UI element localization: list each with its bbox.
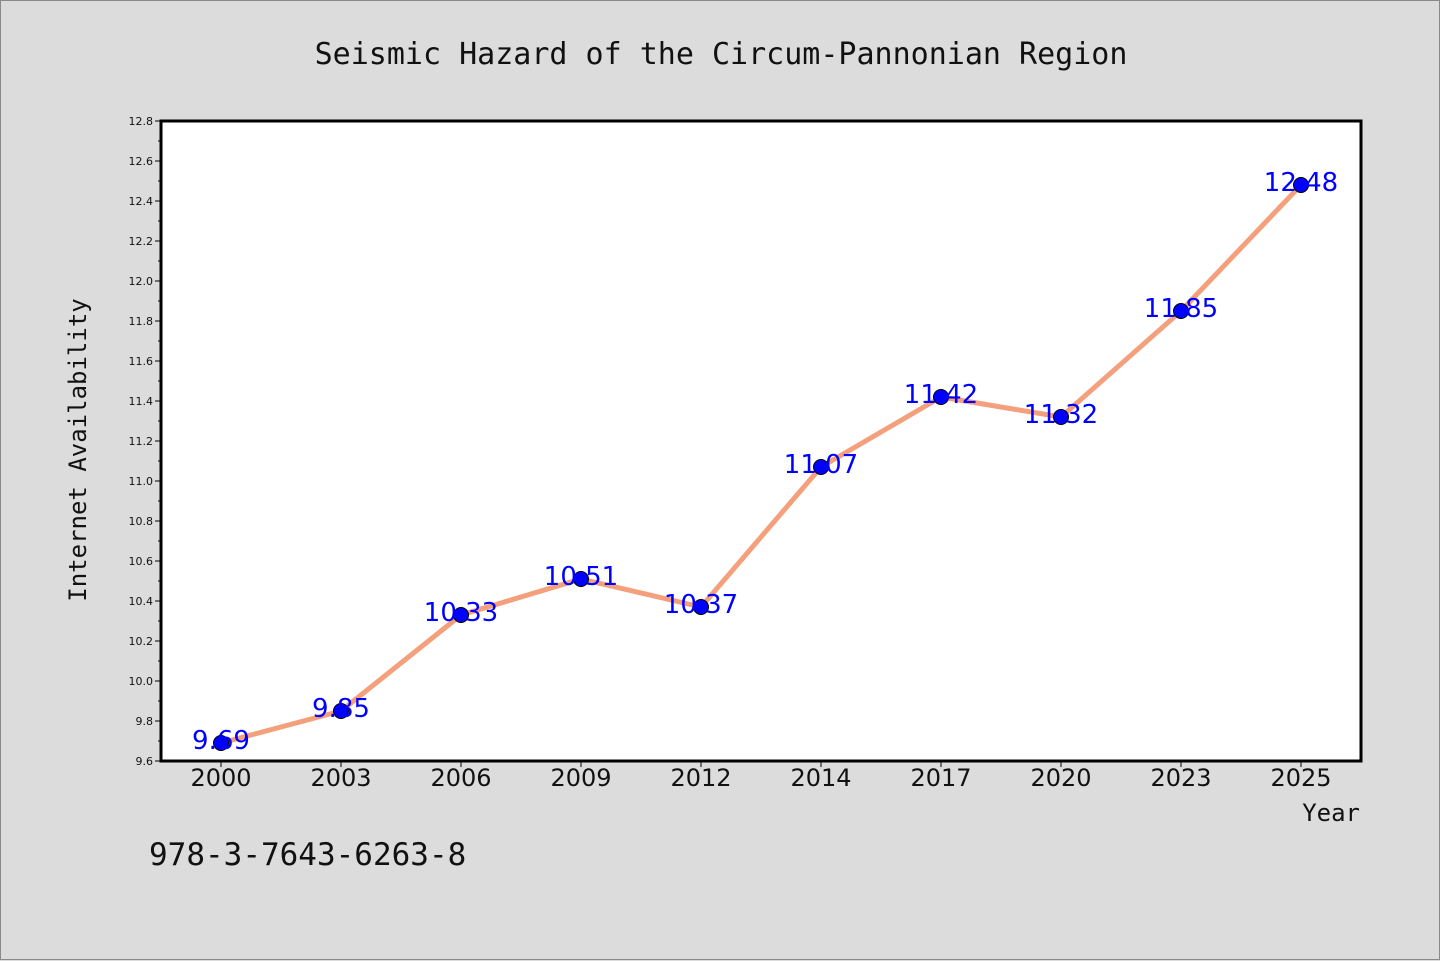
data-point xyxy=(1173,303,1189,319)
footnote: 978-3-7643-6263-8 xyxy=(149,837,466,873)
y-tick-label: 12.0 xyxy=(129,275,154,288)
y-tick-label: 11.0 xyxy=(129,475,154,488)
data-point xyxy=(1293,177,1309,193)
x-tick-label: 2009 xyxy=(550,764,611,792)
plot-border xyxy=(159,119,1363,763)
chart-title: Seismic Hazard of the Circum-Pannonian R… xyxy=(315,37,1128,72)
x-axis: 2000 2003 2006 2009 2012 2014 2017 2020 2023 2025 xyxy=(190,761,1332,792)
y-tick-label: 10.8 xyxy=(129,515,154,528)
series-line xyxy=(213,177,1309,751)
y-tick-label: 12.4 xyxy=(129,195,154,208)
data-label: 11.42 xyxy=(904,380,978,410)
x-tick-label: 2014 xyxy=(790,764,851,792)
data-labels: 9.69 9.85 10.33 10.51 10.37 11.07 11.42 11.32 11… xyxy=(192,168,1338,756)
x-tick-label: 2020 xyxy=(1030,764,1091,792)
y-tick-label: 11.2 xyxy=(129,435,154,448)
data-label: 9.69 xyxy=(192,726,250,756)
x-tick-label: 2025 xyxy=(1270,764,1331,792)
data-point xyxy=(453,607,469,623)
x-tick-label: 2017 xyxy=(910,764,971,792)
x-axis-label: Year xyxy=(1302,799,1360,827)
y-tick-label: 12.2 xyxy=(129,235,154,248)
x-tick-label: 2012 xyxy=(670,764,731,792)
series-path xyxy=(218,182,1304,746)
y-tick-label: 11.8 xyxy=(129,315,154,328)
x-tick-label: 2000 xyxy=(190,764,251,792)
data-point xyxy=(573,571,589,587)
y-tick-label: 11.4 xyxy=(129,395,154,408)
y-tick-label: 11.6 xyxy=(129,355,154,368)
data-point xyxy=(213,735,229,751)
y-tick-label: 10.0 xyxy=(129,675,154,688)
plot-area xyxy=(161,121,1361,761)
data-label: 10.33 xyxy=(424,598,498,628)
data-point xyxy=(333,703,349,719)
data-point xyxy=(813,459,829,475)
data-label: 10.51 xyxy=(544,562,618,592)
x-tick-label: 2023 xyxy=(1150,764,1211,792)
y-axis: 9.6 9.8 10.0 10.2 10.4 10.6 10.8 11.0 11.2 11.4 11… xyxy=(129,115,161,768)
y-tick-label: 12.6 xyxy=(129,155,154,168)
data-label: 11.32 xyxy=(1024,400,1098,430)
data-point xyxy=(1053,409,1069,425)
x-tick-label: 2006 xyxy=(430,764,491,792)
y-tick-label: 10.2 xyxy=(129,635,154,648)
data-label: 10.37 xyxy=(664,590,738,620)
data-label: 12.48 xyxy=(1264,168,1338,198)
y-tick-label: 9.6 xyxy=(136,755,154,768)
y-tick-label: 10.4 xyxy=(129,595,154,608)
data-label: 11.07 xyxy=(784,450,858,480)
data-point xyxy=(933,389,949,405)
y-tick-label: 9.8 xyxy=(136,715,154,728)
y-tick-label: 12.8 xyxy=(129,115,154,128)
data-label: 11.85 xyxy=(1144,294,1218,324)
x-tick-label: 2003 xyxy=(310,764,371,792)
y-axis-label: Internet Availability xyxy=(64,298,92,601)
y-tick-label: 10.6 xyxy=(129,555,154,568)
data-label: 9.85 xyxy=(312,694,370,724)
data-point xyxy=(693,599,709,615)
